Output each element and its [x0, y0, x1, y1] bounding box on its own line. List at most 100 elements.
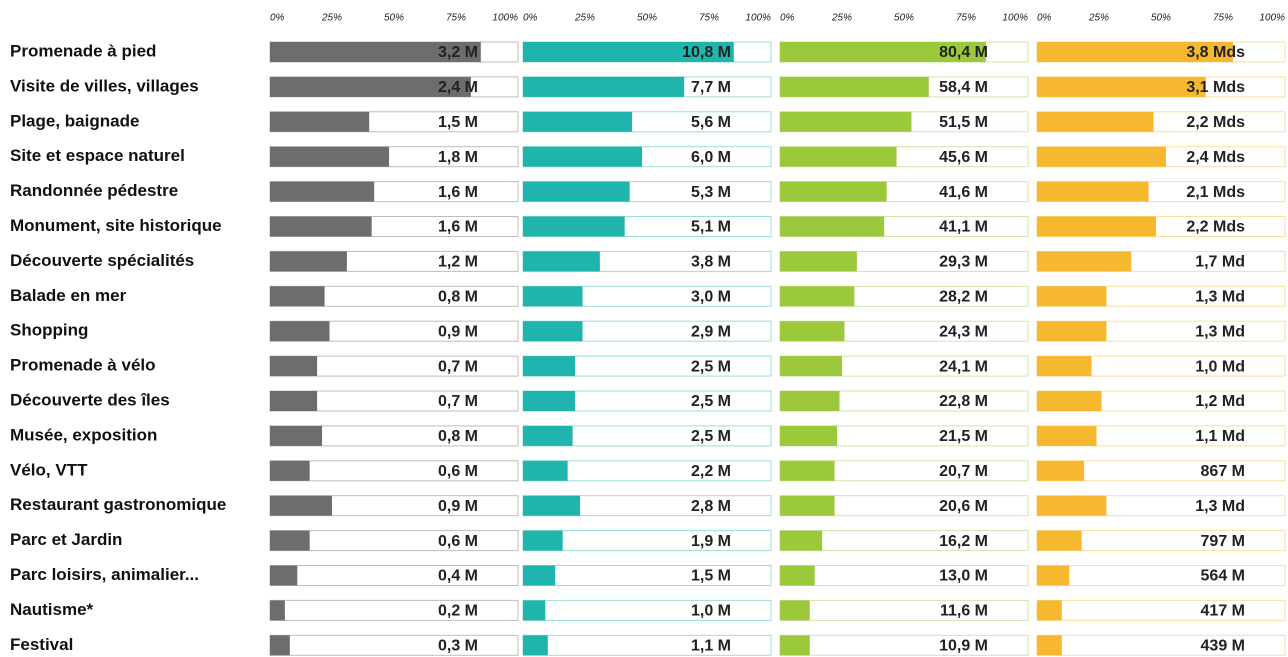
bar: [523, 460, 568, 481]
bar-label: 2,4 Mds: [1186, 149, 1245, 166]
category-label: Monument, site historique: [10, 216, 222, 235]
bar: [780, 460, 835, 481]
bar-label: 1,3 Md: [1195, 289, 1245, 306]
bar: [780, 565, 815, 586]
bar: [523, 321, 583, 342]
category-label: Festival: [10, 635, 73, 654]
x-tick-label: 0%: [1037, 13, 1052, 24]
bar-label: 1,6 M: [438, 219, 478, 236]
bar-label: 0,9 M: [438, 498, 478, 515]
bar: [270, 356, 318, 377]
x-tick-label: 50%: [637, 13, 657, 24]
bar-label: 2,1 Mds: [1186, 184, 1245, 201]
bar: [270, 460, 310, 481]
bar: [523, 495, 581, 516]
bar-label: 1,8 M: [438, 149, 478, 166]
bar: [1037, 495, 1107, 516]
bar-label: 10,8 M: [682, 44, 731, 61]
x-tick-label: 25%: [574, 13, 595, 24]
bar-label: 80,4 M: [939, 44, 988, 61]
bar: [270, 391, 318, 411]
bar: [1037, 111, 1154, 132]
bar: [270, 181, 375, 202]
bar-track: [269, 599, 519, 621]
bar-label: 2,2 Mds: [1186, 219, 1245, 236]
bar: [1037, 635, 1062, 656]
category-label: Restaurant gastronomique: [10, 495, 226, 514]
bar-label: 2,8 M: [691, 498, 731, 515]
bar: [270, 216, 372, 237]
bar: [1037, 356, 1092, 377]
bar-track: [522, 565, 772, 586]
bar-label: 13,0 M: [939, 568, 988, 585]
bar: [1037, 146, 1166, 167]
bar-label: 867 M: [1201, 463, 1245, 480]
bar-label: 10,9 M: [939, 638, 988, 655]
bar: [523, 76, 685, 97]
bar-label: 45,6 M: [939, 149, 988, 166]
x-tick-label: 0%: [270, 13, 285, 24]
bar: [523, 146, 643, 167]
bar: [523, 216, 625, 237]
bar-label: 2,2 M: [691, 463, 731, 480]
bar-label: 20,7 M: [939, 463, 988, 480]
bar-label: 5,3 M: [691, 184, 731, 201]
bar: [270, 495, 332, 516]
bar-label: 16,2 M: [939, 533, 988, 550]
bar-label: 3,8 Mds: [1186, 44, 1245, 61]
bar-label: 22,8 M: [939, 393, 988, 410]
bar-label: 0,6 M: [438, 463, 478, 480]
bar: [523, 42, 734, 62]
x-tick-label: 25%: [1088, 13, 1109, 24]
x-tick-label: 50%: [1151, 13, 1171, 24]
bar-label: 0,8 M: [438, 289, 478, 306]
bar-track: [269, 565, 519, 586]
bar: [523, 425, 573, 446]
bar-label: 3,1 Mds: [1186, 79, 1245, 96]
bar: [780, 42, 986, 62]
bar: [270, 530, 310, 551]
bar: [270, 251, 347, 272]
bar-label: 0,2 M: [438, 603, 478, 620]
bar: [780, 111, 912, 132]
category-label: Visite de villes, villages: [10, 76, 199, 95]
category-label: Plage, baignade: [10, 111, 139, 130]
bar-label: 0,4 M: [438, 568, 478, 585]
x-tick-label: 75%: [1213, 13, 1233, 24]
bar: [1037, 321, 1107, 342]
category-label: Randonnée pédestre: [10, 181, 178, 200]
x-tick-label: 75%: [956, 13, 976, 24]
bar-track: [1036, 565, 1286, 586]
bar-label: 24,1 M: [939, 358, 988, 375]
category-label: Musée, exposition: [10, 425, 157, 444]
bar-label: 1,5 M: [438, 114, 478, 131]
bar-label: 41,6 M: [939, 184, 988, 201]
bar: [523, 530, 563, 551]
bar-label: 0,3 M: [438, 638, 478, 655]
bar: [523, 600, 546, 621]
bar-label: 28,2 M: [939, 289, 988, 306]
bar-label: 1,3 Md: [1195, 498, 1245, 515]
bar: [270, 635, 290, 656]
bar: [780, 146, 897, 167]
bar-track: [779, 565, 1029, 586]
bar-track: [779, 599, 1029, 621]
bar-label: 0,8 M: [438, 428, 478, 445]
bar: [523, 356, 576, 377]
bar: [270, 565, 298, 586]
category-label: Nautisme*: [10, 600, 94, 619]
bar: [780, 181, 887, 202]
bar: [780, 251, 857, 272]
bar-label: 24,3 M: [939, 323, 988, 340]
bar: [1037, 42, 1233, 62]
category-label: Promenade à pied: [10, 41, 156, 60]
bar-label: 439 M: [1201, 638, 1245, 655]
category-label: Shopping: [10, 321, 88, 340]
bar-label: 6,0 M: [691, 149, 731, 166]
bar: [270, 42, 481, 62]
bar-label: 1,0 Md: [1195, 358, 1245, 375]
bar-label: 11,6 M: [940, 603, 988, 620]
bar: [270, 286, 325, 307]
x-tick-label: 50%: [384, 13, 404, 24]
bar: [523, 111, 633, 132]
